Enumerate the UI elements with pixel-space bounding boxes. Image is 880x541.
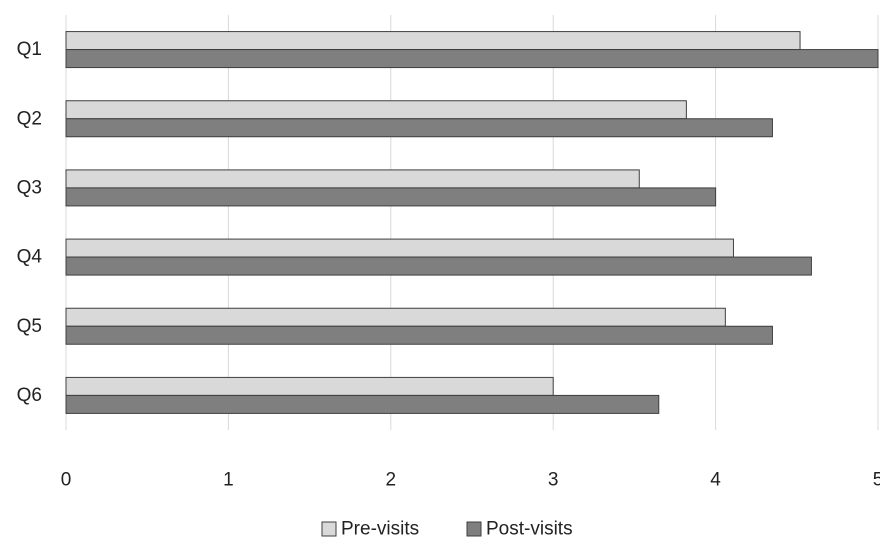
category-label: Q3 [17, 177, 42, 198]
legend: Pre-visits Post-visits [321, 519, 573, 540]
x-tick-label: 2 [386, 470, 397, 491]
bar-q6-pre-visits [65, 376, 554, 396]
bar-q4-post-visits [65, 256, 812, 276]
x-axis-tick-labels: 0 1 2 3 4 5 [61, 470, 880, 491]
bar-q1-post-visits [65, 49, 879, 69]
legend-swatch-post-visits [466, 521, 482, 537]
bar-q1-pre-visits [65, 31, 801, 51]
bar-q6-post-visits [65, 394, 660, 414]
legend-label: Post-visits [486, 519, 573, 540]
legend-label: Pre-visits [341, 519, 419, 540]
bar-q2-post-visits [65, 118, 773, 138]
x-tick-label: 1 [223, 470, 234, 491]
bar-q5-post-visits [65, 325, 773, 345]
x-tick-label: 3 [548, 470, 559, 491]
x-tick-label: 4 [710, 470, 721, 491]
category-label: Q2 [17, 108, 42, 129]
bars [65, 31, 879, 414]
x-tick-label: 0 [61, 470, 72, 491]
bar-q4-pre-visits [65, 238, 734, 258]
category-label: Q5 [17, 316, 42, 337]
bar-q2-pre-visits [65, 100, 687, 120]
category-labels: Q1 Q2 Q3 Q4 Q5 Q6 [17, 39, 43, 406]
category-label: Q1 [17, 39, 42, 60]
bar-q3-pre-visits [65, 169, 640, 189]
category-label: Q4 [17, 247, 43, 268]
gridlines [65, 15, 879, 430]
x-tick-label: 5 [873, 470, 880, 491]
legend-swatch-pre-visits [321, 521, 337, 537]
bar-q5-pre-visits [65, 307, 726, 327]
bar-q3-post-visits [65, 187, 717, 207]
category-label: Q6 [17, 385, 42, 406]
